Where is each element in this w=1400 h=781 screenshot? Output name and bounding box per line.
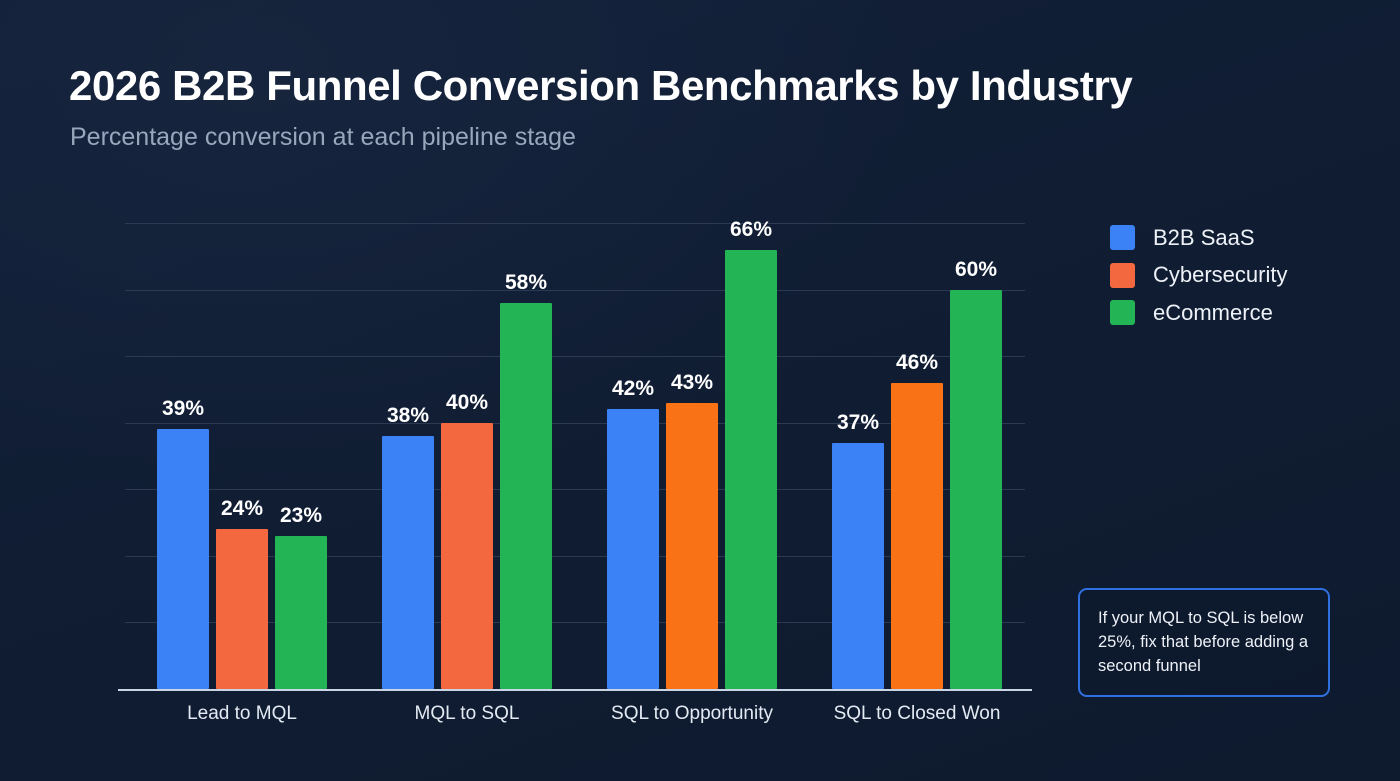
bar-rect[interactable] bbox=[666, 402, 718, 689]
x-axis-category-label: Lead to MQL bbox=[187, 703, 297, 724]
bar-value-label: 24% bbox=[220, 497, 264, 521]
x-axis-category-label: MQL to SQL bbox=[414, 703, 520, 724]
bar-value-label: 46% bbox=[895, 350, 939, 374]
gridline bbox=[125, 223, 1025, 224]
annotation-callout: If your MQL to SQL is below 25%, fix tha… bbox=[1078, 588, 1330, 697]
bar-value-label: 39% bbox=[161, 397, 205, 421]
bar-rect[interactable] bbox=[441, 422, 493, 689]
bar-value-label: 60% bbox=[954, 257, 998, 281]
bar[interactable]: 42% bbox=[607, 223, 659, 689]
bar-group: 39% 24% 23% Lead to MQL bbox=[157, 223, 327, 724]
bar-value-label: 23% bbox=[279, 503, 323, 527]
bar-value-label: 37% bbox=[836, 410, 880, 434]
bar[interactable]: 37% bbox=[832, 223, 884, 689]
bar[interactable]: 38% bbox=[382, 223, 434, 689]
bar-value-label: 66% bbox=[729, 217, 773, 241]
bar-rect[interactable] bbox=[500, 302, 552, 689]
legend-item[interactable]: Cybersecurity bbox=[1110, 257, 1287, 295]
bar-rect[interactable] bbox=[607, 409, 659, 689]
bar[interactable]: 66% bbox=[725, 218, 777, 689]
bar-group: 38% 40% 58% MQL to SQL bbox=[382, 223, 552, 724]
legend-label: Cybersecurity bbox=[1153, 262, 1288, 288]
x-axis-category-label: SQL to Closed Won bbox=[833, 703, 1001, 724]
bar[interactable]: 24% bbox=[216, 223, 268, 689]
bar-group: 37% 46% 60% SQL to Closed Won bbox=[832, 223, 1002, 724]
bar-rect[interactable] bbox=[382, 436, 434, 689]
bar[interactable]: 58% bbox=[500, 223, 552, 689]
legend-swatch-icon bbox=[1110, 300, 1135, 326]
bar[interactable]: 40% bbox=[441, 223, 493, 689]
bar-rect[interactable] bbox=[891, 382, 943, 689]
legend-swatch-icon bbox=[1110, 262, 1135, 288]
bar-rect[interactable] bbox=[950, 289, 1002, 689]
bar[interactable]: 23% bbox=[275, 223, 327, 689]
x-axis-category-label: SQL to Opportunity bbox=[611, 703, 773, 724]
legend-item[interactable]: B2B SaaS bbox=[1110, 219, 1287, 257]
page-title: 2026 B2B Funnel Conversion Benchmarks by… bbox=[69, 62, 1133, 109]
gridline bbox=[125, 289, 1025, 291]
bar-value-label: 40% bbox=[445, 390, 489, 414]
bar-rect[interactable] bbox=[216, 529, 268, 689]
bar-rect[interactable] bbox=[275, 535, 327, 689]
legend-label: eCommerce bbox=[1153, 299, 1273, 325]
chart-legend: B2B SaaS Cybersecurity eCommerce bbox=[1110, 219, 1287, 332]
legend-label: B2B SaaS bbox=[1153, 224, 1255, 250]
plot-area: 0%10%20%30%40%50%60%70% 39%24%23%Lead to… bbox=[118, 218, 1032, 724]
x-axis-line bbox=[118, 689, 1032, 691]
bar[interactable]: 39% bbox=[157, 223, 209, 689]
gridline bbox=[125, 422, 1025, 424]
annotation-text: If your MQL to SQL is below 25%, fix tha… bbox=[1098, 609, 1309, 675]
gridline bbox=[125, 622, 1025, 624]
gridline bbox=[125, 356, 1025, 358]
bar-value-label: 58% bbox=[504, 270, 548, 294]
legend-swatch-icon bbox=[1110, 225, 1135, 251]
bar-value-label: 42% bbox=[611, 377, 655, 401]
bar-value-label: 43% bbox=[670, 370, 714, 394]
bar-rect[interactable] bbox=[157, 429, 209, 689]
bar-rect[interactable] bbox=[725, 249, 777, 689]
gridline bbox=[125, 489, 1025, 491]
bar-value-label: 38% bbox=[386, 404, 430, 428]
bar[interactable]: 46% bbox=[891, 223, 943, 689]
gridline bbox=[125, 555, 1025, 557]
page-subtitle: Percentage conversion at each pipeline s… bbox=[70, 123, 576, 151]
bar[interactable]: 60% bbox=[950, 223, 1002, 689]
bar[interactable]: 43% bbox=[666, 223, 718, 689]
bar-group: 42% 43% 66% SQL to Opportunity bbox=[607, 218, 777, 724]
legend-item[interactable]: eCommerce bbox=[1110, 294, 1287, 332]
bar-rect[interactable] bbox=[832, 442, 884, 689]
